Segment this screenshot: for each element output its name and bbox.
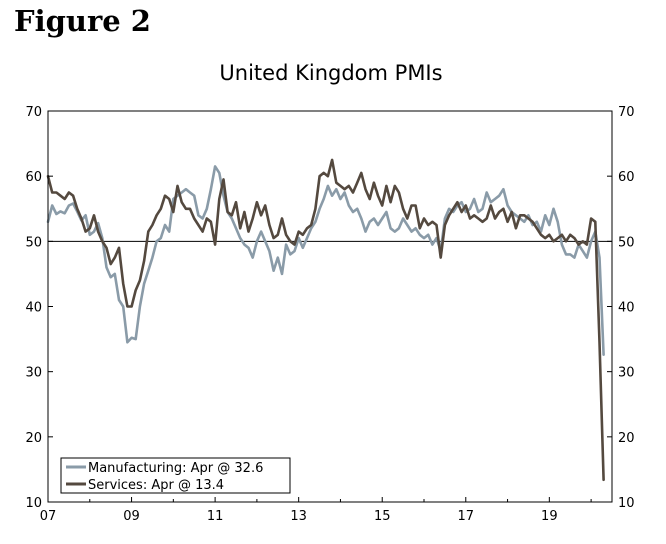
axis-layer: 10 10 20 20 30 30 40 40 50 50 60 60 70 70 07 09 11 13 15 17… — [25, 105, 634, 524]
y-tick-label-left: 40 — [25, 301, 42, 316]
y-tick-label-left: 70 — [25, 105, 42, 120]
x-tick-label: 07 — [40, 509, 57, 524]
x-tick-label: 15 — [374, 509, 391, 524]
figure-label: Figure 2 — [14, 4, 151, 38]
x-tick-label: 13 — [290, 509, 307, 524]
series-line-manufacturing — [46, 165, 605, 356]
y-tick-label-left: 30 — [25, 366, 42, 381]
x-tick-label: 19 — [541, 509, 558, 524]
y-tick-label-right: 50 — [618, 235, 635, 250]
y-tick-label-right: 30 — [618, 366, 635, 381]
y-tick-label-right: 60 — [618, 170, 635, 185]
legend-box — [60, 457, 291, 494]
y-tick-label-right: 70 — [618, 105, 635, 120]
x-tick-label: 09 — [123, 509, 140, 524]
legend-label-manufacturing: Manufacturing: Apr @ 32.6 — [88, 461, 263, 476]
legend-label-services: Services: Apr @ 13.4 — [88, 478, 224, 493]
series-line-services — [46, 158, 605, 482]
y-tick-label-right: 10 — [618, 496, 635, 511]
y-tick-label-right: 20 — [618, 431, 635, 446]
x-tick-label: 17 — [458, 509, 475, 524]
series-layer — [46, 158, 605, 482]
y-tick-label-left: 20 — [25, 431, 42, 446]
legend: Manufacturing: Apr @ 32.6 Services: Apr @… — [60, 457, 291, 494]
y-tick-label-left: 10 — [25, 496, 42, 511]
chart-title: United Kingdom PMIs — [219, 61, 442, 85]
x-tick-label: 11 — [207, 509, 224, 524]
y-tick-label-right: 40 — [618, 301, 635, 316]
y-tick-label-left: 50 — [25, 235, 42, 250]
y-tick-label-left: 60 — [25, 170, 42, 185]
